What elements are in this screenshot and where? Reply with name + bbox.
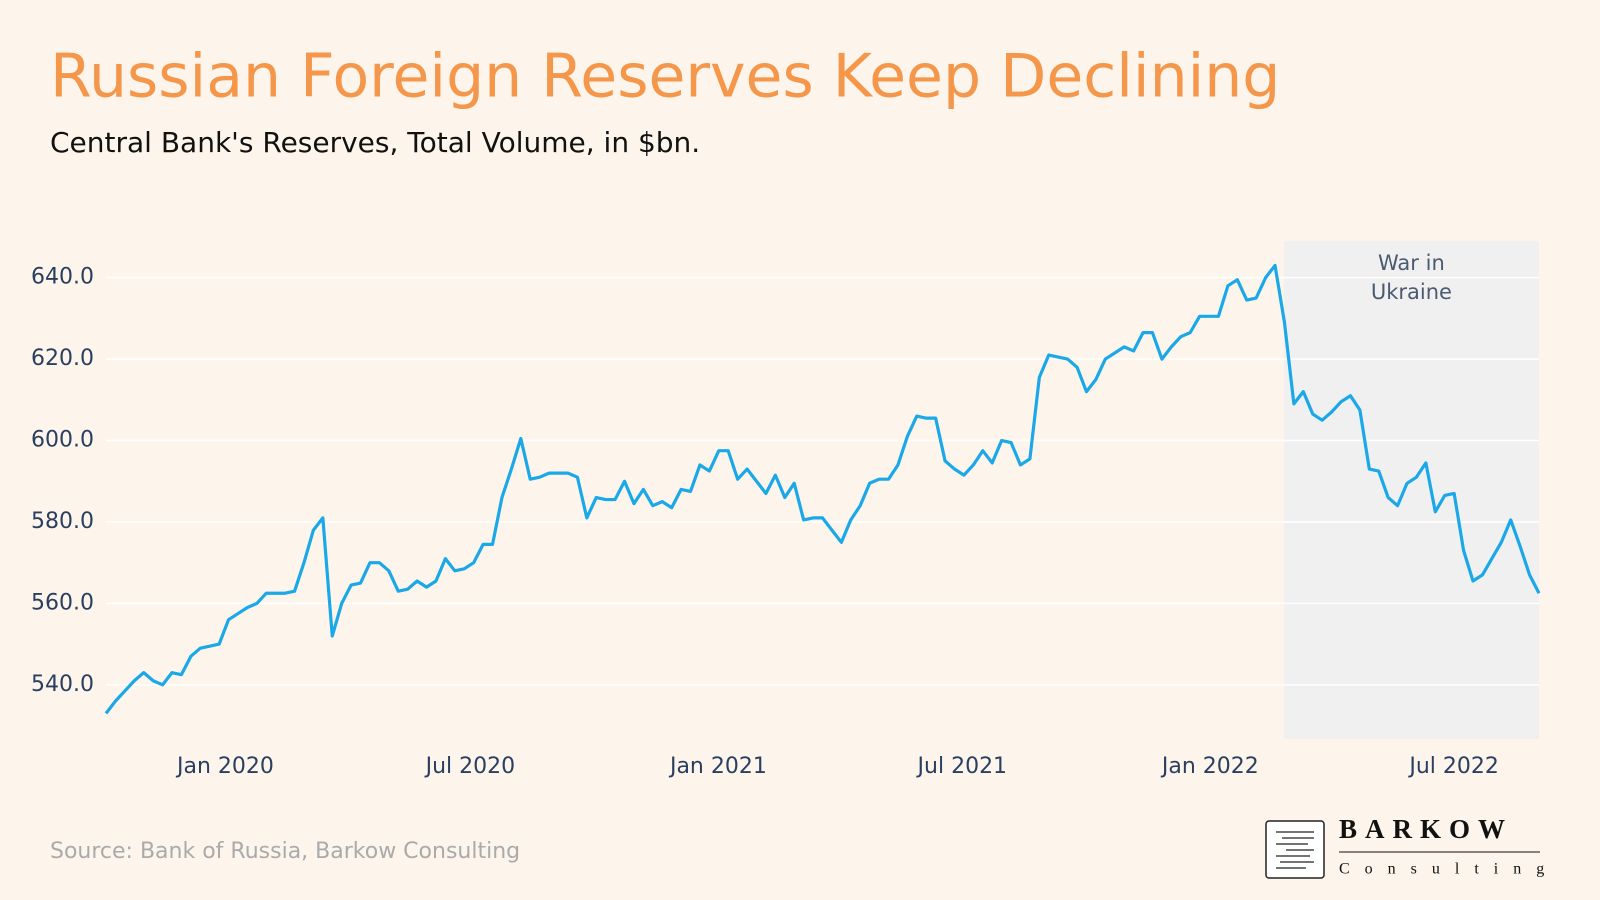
plot-area: War in Ukraine 540.0 560.0 580.0 600.0 620.0 64… [31,241,1541,779]
y-tick-label: 600.0 [31,428,94,453]
shade-region [1283,241,1539,739]
y-tick-label: 560.0 [31,590,94,615]
logo-lines [1276,831,1314,869]
data-line [104,263,1541,715]
chart-subtitle: Central Bank's Reserves, Total Volume, i… [50,126,700,159]
x-tick-label: Jul 2021 [916,754,1008,779]
source-note: Source: Bank of Russia, Barkow Consultin… [50,839,520,864]
logo: BARKOW Consulting [1265,814,1559,879]
chart-title: Russian Foreign Reserves Keep Declining [50,42,1280,112]
y-tick-label: 580.0 [31,509,94,534]
shade-label: War in [1378,251,1445,275]
logo-sub: Consulting [1339,861,1559,878]
shade-label: Ukraine [1371,280,1452,304]
x-tick-label: Jan 2020 [175,754,274,779]
y-tick-label: 620.0 [31,346,94,371]
x-tick-label: Jul 2020 [424,754,516,779]
y-tick-label: 540.0 [31,672,94,697]
x-tick-label: Jul 2022 [1407,754,1499,779]
x-tick-label: Jan 2022 [1160,754,1259,779]
y-tick-label: 640.0 [31,265,94,290]
logo-name: BARKOW [1339,814,1513,844]
x-tick-label: Jan 2021 [668,754,767,779]
